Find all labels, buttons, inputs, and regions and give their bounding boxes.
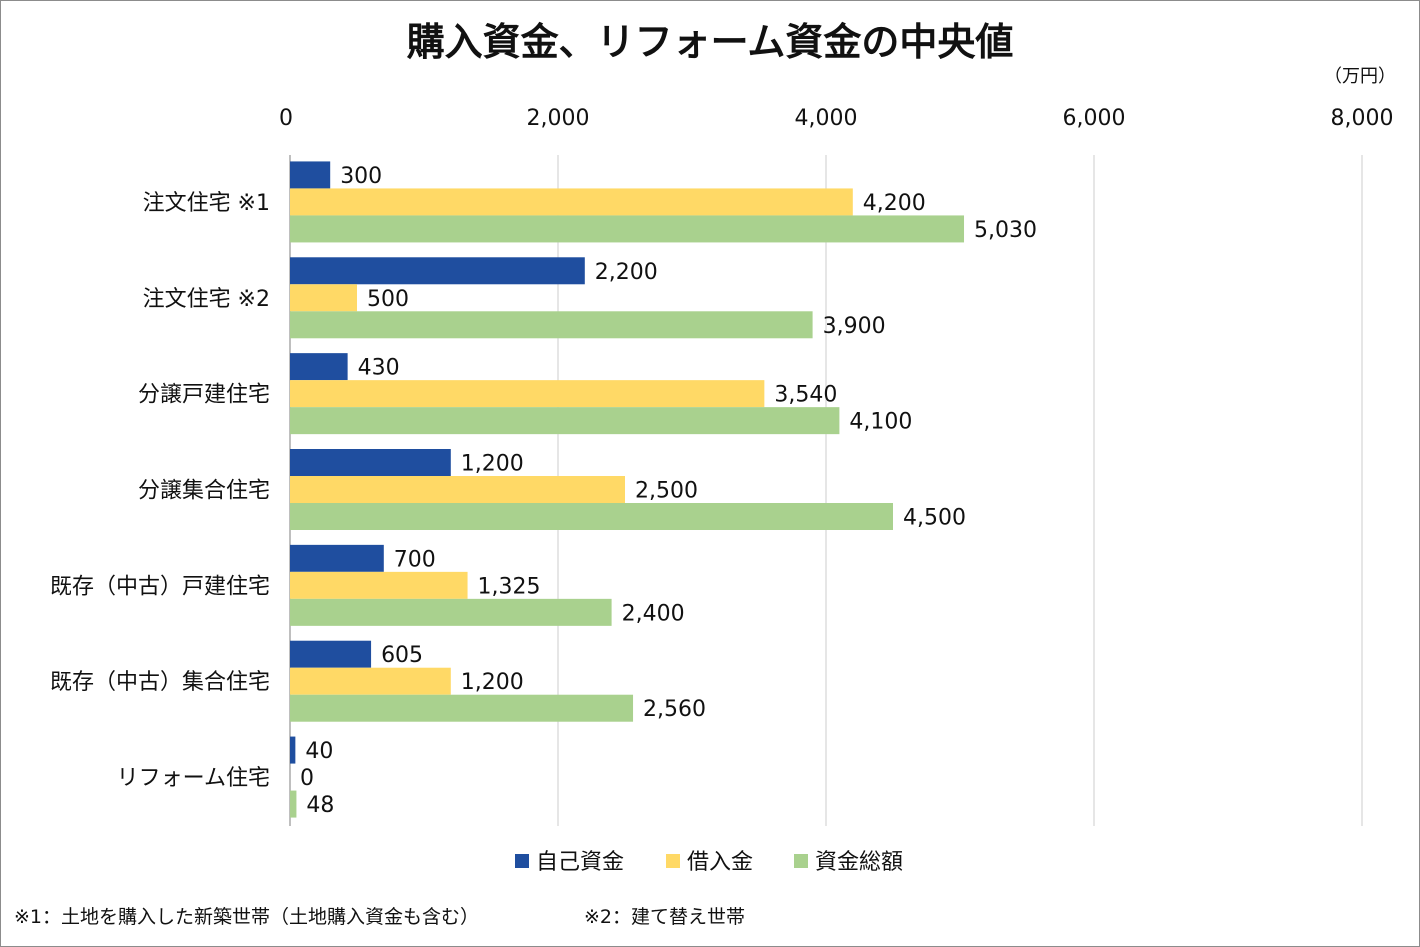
chart-title: 購入資金、リフォーム資金の中央値 bbox=[407, 20, 1014, 64]
bar-loan bbox=[290, 667, 451, 695]
data-label: 2,200 bbox=[595, 260, 658, 285]
data-label: 430 bbox=[358, 356, 400, 381]
category-label: 注文住宅 ※1 bbox=[143, 191, 270, 216]
legend-swatch bbox=[666, 854, 680, 868]
x-tick-label: 2,000 bbox=[527, 106, 590, 131]
bar-own-funds bbox=[290, 353, 348, 381]
x-tick-label: 6,000 bbox=[1063, 106, 1126, 131]
footnote-1: ※1：土地を購入した新築世帯（土地購入資金も含む） bbox=[14, 906, 479, 928]
data-label: 5,030 bbox=[974, 218, 1037, 243]
bar-own-funds bbox=[290, 544, 384, 572]
category-label: 分譲集合住宅 bbox=[138, 479, 270, 504]
data-label: 0 bbox=[300, 766, 314, 791]
data-label: 4,200 bbox=[863, 191, 926, 216]
legend-label: 借入金 bbox=[687, 850, 753, 875]
data-label: 500 bbox=[367, 287, 409, 312]
x-tick-label: 0 bbox=[279, 106, 293, 131]
data-label: 3,540 bbox=[774, 383, 837, 408]
bar-total bbox=[290, 598, 612, 626]
data-label: 4,500 bbox=[903, 506, 966, 531]
data-label: 3,900 bbox=[823, 314, 886, 339]
bar-own-funds bbox=[290, 736, 296, 764]
footnote-2: ※2：建て替え世帯 bbox=[584, 906, 745, 928]
unit-label: （万円） bbox=[1324, 66, 1396, 87]
data-label: 605 bbox=[381, 643, 423, 668]
data-label: 48 bbox=[306, 793, 334, 818]
x-tick-label: 8,000 bbox=[1331, 106, 1394, 131]
bar-own-funds bbox=[290, 640, 372, 668]
data-label: 1,200 bbox=[461, 670, 524, 695]
data-label: 700 bbox=[394, 547, 436, 572]
bar-total bbox=[290, 215, 965, 243]
bar-loan bbox=[290, 284, 357, 312]
legend-swatch bbox=[515, 854, 529, 868]
category-label: 既存（中古）戸建住宅 bbox=[50, 574, 270, 599]
data-label: 2,560 bbox=[643, 697, 706, 722]
data-label: 2,500 bbox=[635, 479, 698, 504]
legend-label: 資金総額 bbox=[815, 850, 903, 875]
data-label: 1,325 bbox=[478, 574, 541, 599]
data-label: 1,200 bbox=[461, 452, 524, 477]
bar-loan bbox=[290, 571, 468, 599]
category-label: リフォーム住宅 bbox=[117, 766, 270, 791]
bar-own-funds bbox=[290, 449, 451, 476]
category-label: 注文住宅 ※2 bbox=[143, 287, 270, 312]
bar-total bbox=[290, 503, 893, 530]
data-label: 300 bbox=[340, 164, 382, 189]
legend-label: 自己資金 bbox=[536, 850, 624, 875]
category-label: 分譲戸建住宅 bbox=[138, 383, 270, 408]
bar-loan bbox=[290, 188, 853, 216]
x-tick-label: 4,000 bbox=[795, 106, 858, 131]
data-label: 2,400 bbox=[622, 601, 685, 626]
bar-total bbox=[290, 311, 813, 339]
bar-total bbox=[290, 790, 297, 818]
bar-own-funds bbox=[290, 161, 331, 189]
category-label: 既存（中古）集合住宅 bbox=[50, 670, 270, 695]
legend-swatch bbox=[794, 854, 808, 868]
data-label: 40 bbox=[305, 739, 333, 764]
bar-own-funds bbox=[290, 257, 585, 285]
bar-total bbox=[290, 407, 840, 435]
bar-total bbox=[290, 694, 634, 722]
bar-loan bbox=[290, 380, 765, 408]
bar-loan bbox=[290, 476, 625, 503]
data-label: 4,100 bbox=[849, 410, 912, 435]
